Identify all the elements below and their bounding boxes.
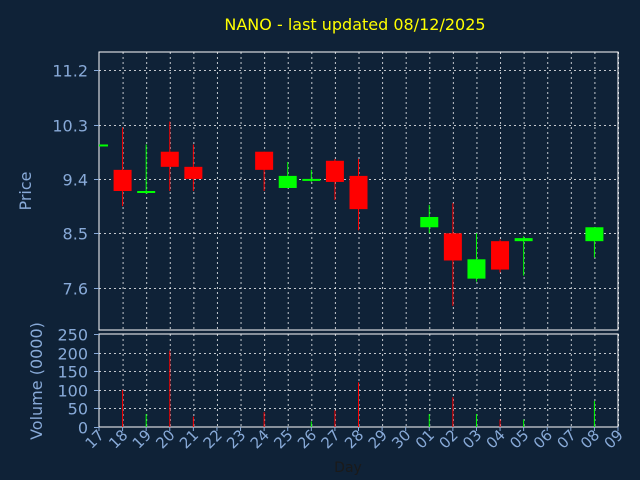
x-tick-label: 22 bbox=[200, 426, 226, 452]
candle-body bbox=[302, 178, 321, 181]
candle-body bbox=[160, 151, 179, 167]
x-tick-label: 06 bbox=[530, 426, 556, 452]
candle bbox=[302, 169, 321, 182]
x-tick-label: 29 bbox=[365, 426, 391, 452]
volume-axis-label: Volume (0000) bbox=[27, 322, 46, 440]
candle-body bbox=[113, 169, 132, 191]
candle-body bbox=[467, 259, 486, 279]
candle bbox=[255, 151, 274, 191]
volume-tick-label: 100 bbox=[57, 382, 88, 401]
price-tick-label: 7.6 bbox=[63, 280, 88, 299]
candle bbox=[420, 204, 439, 234]
price-tick-label: 9.4 bbox=[63, 171, 88, 190]
x-tick-label: 25 bbox=[270, 426, 296, 452]
x-tick-label: 18 bbox=[105, 426, 131, 452]
x-tick-label: 03 bbox=[459, 426, 485, 452]
x-tick-label: 26 bbox=[294, 426, 320, 452]
volume-tick-label: 250 bbox=[57, 326, 88, 345]
volume-tick-label: 200 bbox=[57, 345, 88, 364]
candle bbox=[325, 158, 344, 201]
candle-body bbox=[491, 241, 510, 270]
x-tick-label: 08 bbox=[577, 426, 603, 452]
x-tick-label: 27 bbox=[318, 426, 344, 452]
x-tick-label: 02 bbox=[435, 426, 461, 452]
x-tick-label: 19 bbox=[129, 426, 155, 452]
candle bbox=[113, 127, 132, 207]
candle-body bbox=[137, 191, 156, 193]
candle bbox=[184, 144, 203, 191]
volume-bars bbox=[122, 350, 595, 427]
candle bbox=[514, 236, 533, 276]
x-tick-label: 23 bbox=[223, 426, 249, 452]
candle bbox=[137, 144, 156, 195]
candle-body bbox=[585, 227, 604, 242]
x-tick-label: 05 bbox=[506, 426, 532, 452]
candle-body bbox=[325, 160, 344, 182]
price-tick-label: 8.5 bbox=[63, 225, 88, 244]
x-tick-label: 24 bbox=[247, 426, 273, 452]
candle bbox=[99, 144, 108, 147]
x-tick-label: 30 bbox=[388, 426, 414, 452]
candles bbox=[99, 121, 604, 306]
candle-body bbox=[443, 233, 462, 261]
volume-grid bbox=[99, 334, 619, 427]
candle bbox=[160, 121, 179, 191]
candle bbox=[349, 158, 368, 231]
candle bbox=[491, 239, 510, 273]
price-panel: 11.2 10.3 9.4 8.5 7.6 Price bbox=[16, 51, 619, 331]
price-axis-label: Price bbox=[16, 171, 35, 210]
volume-tick-label: 0 bbox=[78, 419, 88, 438]
candle-body bbox=[99, 144, 108, 147]
candle-body bbox=[278, 175, 297, 188]
x-tick-label: 21 bbox=[176, 426, 202, 452]
volume-tick-label: 50 bbox=[68, 400, 88, 419]
candle bbox=[443, 203, 462, 306]
price-grid bbox=[99, 52, 619, 330]
candle-body bbox=[349, 175, 368, 210]
candle-body bbox=[420, 216, 439, 228]
volume-tick-label: 150 bbox=[57, 363, 88, 382]
candle-body bbox=[514, 238, 533, 242]
candle bbox=[467, 233, 486, 282]
price-tick-label: 10.3 bbox=[52, 117, 88, 136]
x-tick-label: 09 bbox=[601, 426, 627, 452]
x-axis-ticks: 1718192021222324252627282930010203040506… bbox=[82, 426, 627, 452]
x-tick-label: 20 bbox=[152, 426, 178, 452]
candle-body bbox=[184, 166, 203, 179]
x-axis-label: Day bbox=[334, 460, 362, 476]
x-tick-label: 04 bbox=[483, 426, 509, 452]
candle-body bbox=[255, 151, 274, 170]
x-tick-label: 07 bbox=[553, 426, 579, 452]
candle bbox=[585, 227, 604, 258]
candle bbox=[278, 161, 297, 188]
price-y-ticks: 11.2 10.3 9.4 8.5 7.6 bbox=[52, 62, 99, 299]
x-tick-label: 28 bbox=[341, 426, 367, 452]
x-tick-label: 01 bbox=[412, 426, 438, 452]
price-tick-label: 11.2 bbox=[52, 62, 88, 81]
chart-title: NANO - last updated 08/12/2025 bbox=[224, 15, 485, 34]
